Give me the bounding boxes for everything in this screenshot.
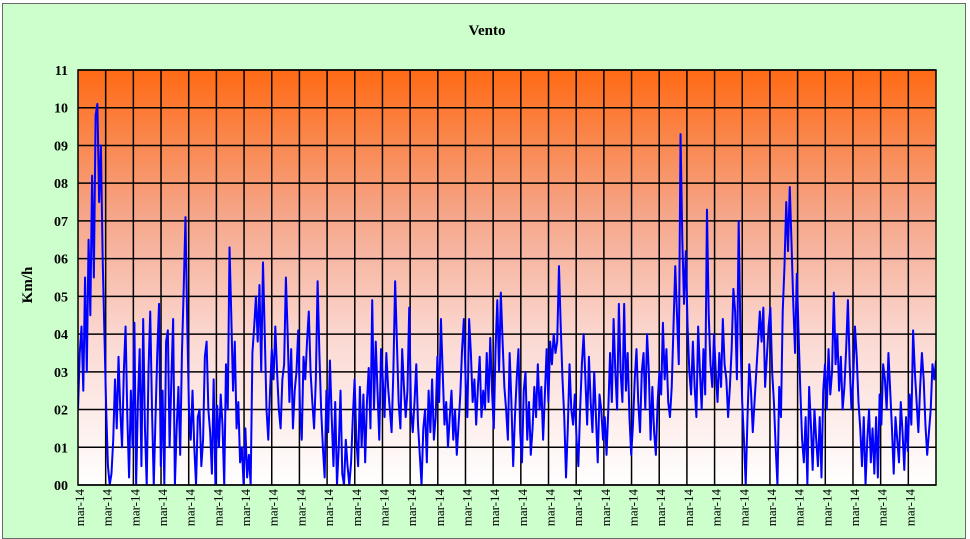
y-tick-labels: 00 01 02 03 04 05 06 07 08 09 10 11 bbox=[54, 64, 68, 494]
series-line bbox=[78, 102, 936, 485]
x-tick-label: mar-14 bbox=[404, 489, 419, 527]
x-tick-label: mar-14 bbox=[266, 489, 281, 527]
y-tick-label: 11 bbox=[55, 64, 68, 79]
y-tick-label: 04 bbox=[54, 328, 68, 343]
x-tick-label: mar-14 bbox=[543, 489, 558, 527]
y-tick-label: 06 bbox=[54, 253, 68, 268]
x-tick-label: mar-14 bbox=[238, 489, 253, 527]
y-tick-label: 09 bbox=[54, 139, 68, 154]
x-tick-label: mar-14 bbox=[293, 489, 308, 527]
x-tick-label: mar-14 bbox=[127, 489, 142, 527]
y-tick-label: 05 bbox=[54, 290, 68, 305]
x-tick-label: mar-14 bbox=[792, 489, 807, 527]
y-tick-label: 01 bbox=[54, 441, 68, 456]
y-axis-label: Km/h bbox=[20, 266, 36, 303]
x-tick-label: mar-14 bbox=[736, 489, 751, 527]
x-tick-label: mar-14 bbox=[210, 489, 225, 527]
x-tick-label: mar-14 bbox=[100, 489, 115, 527]
x-tick-label: mar-14 bbox=[681, 489, 696, 527]
x-tick-label: mar-14 bbox=[764, 489, 779, 527]
x-tick-label: mar-14 bbox=[598, 489, 613, 527]
y-tick-label: 02 bbox=[54, 404, 68, 419]
x-tick-label: mar-14 bbox=[376, 489, 391, 527]
x-tick-label: mar-14 bbox=[183, 489, 198, 527]
y-tick-label: 08 bbox=[54, 177, 68, 192]
x-tick-label: mar-14 bbox=[432, 489, 447, 527]
series-group bbox=[78, 102, 936, 485]
x-tick-label: mar-14 bbox=[487, 489, 502, 527]
x-tick-label: mar-14 bbox=[570, 489, 585, 527]
grid-lines bbox=[78, 69, 936, 486]
plot-border bbox=[77, 69, 937, 486]
x-tick-label: mar-14 bbox=[653, 489, 668, 527]
x-tick-label: mar-14 bbox=[819, 489, 834, 527]
y-tick-label: 10 bbox=[54, 102, 68, 117]
x-tick-label: mar-14 bbox=[902, 489, 917, 527]
x-tick-label: mar-14 bbox=[626, 489, 641, 527]
chart-title: Vento bbox=[469, 23, 506, 39]
x-tick-label: mar-14 bbox=[875, 489, 890, 527]
y-tick-label: 00 bbox=[54, 479, 68, 494]
x-tick-labels: mar-14 mar-14 mar-14 mar-14 mar-14 mar-14 mar-… bbox=[72, 489, 917, 527]
x-tick-label: mar-14 bbox=[709, 489, 724, 527]
x-tick-label: mar-14 bbox=[459, 489, 474, 527]
x-tick-label: mar-14 bbox=[515, 489, 530, 527]
x-tick-label: mar-14 bbox=[155, 489, 170, 527]
x-tick-label: mar-14 bbox=[72, 489, 87, 527]
x-tick-label: mar-14 bbox=[349, 489, 364, 527]
x-tick-label: mar-14 bbox=[847, 489, 862, 527]
x-tick-label: mar-14 bbox=[321, 489, 336, 527]
y-tick-label: 07 bbox=[54, 215, 68, 230]
y-tick-label: 03 bbox=[54, 366, 68, 381]
